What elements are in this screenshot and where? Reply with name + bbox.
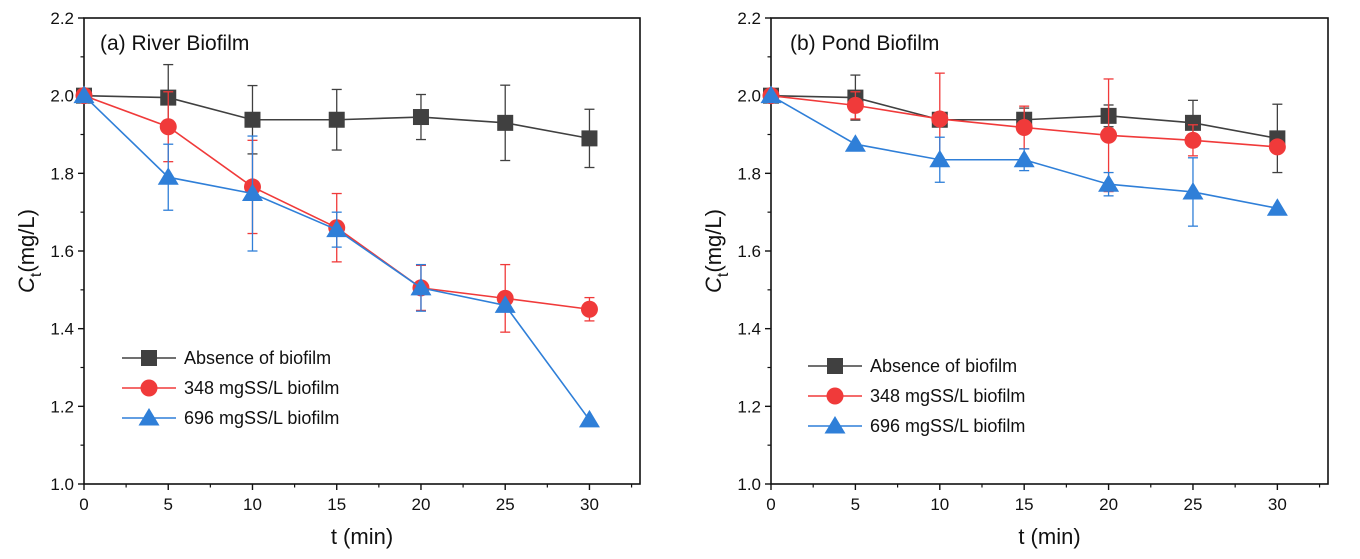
x-tick-label: 0 (766, 495, 775, 514)
data-point (1182, 181, 1204, 200)
data-point (760, 85, 782, 104)
data-point (580, 300, 598, 318)
panel-title: (a) River Biofilm (100, 32, 249, 55)
data-point (1015, 119, 1033, 137)
y-tick-label: 1.6 (737, 242, 761, 261)
data-point (157, 167, 179, 185)
legend-label: 348 mgSS/L biofilm (870, 386, 1025, 406)
data-point (1098, 174, 1120, 192)
x-tick-label: 15 (1015, 495, 1034, 514)
data-point (1184, 131, 1202, 149)
data-point (1268, 138, 1286, 156)
x-tick-label: 30 (1268, 495, 1287, 514)
legend-label: Absence of biofilm (184, 348, 331, 368)
y-tick-label: 1.4 (737, 320, 761, 339)
x-tick-label: 20 (412, 495, 431, 514)
y-axis-label-subscript: t (715, 272, 732, 277)
series-triangle (73, 85, 600, 428)
y-tick-label: 1.0 (50, 475, 74, 494)
data-point (497, 114, 514, 131)
y-axis-label-unit: (mg/L) (14, 209, 39, 273)
legend-marker (826, 387, 844, 405)
legend-label: 348 mgSS/L biofilm (184, 378, 339, 398)
data-point (581, 130, 598, 147)
y-axis-label-unit: (mg/L) (701, 209, 726, 273)
legend-marker (138, 408, 160, 426)
y-tick-label: 1.6 (50, 242, 74, 261)
series-circle (762, 72, 1286, 193)
plot-frame (770, 17, 1329, 485)
data-point (1100, 126, 1118, 144)
data-point (410, 277, 432, 296)
data-point (494, 295, 516, 313)
y-tick-label: 1.0 (737, 475, 761, 494)
data-point (1013, 149, 1035, 168)
chart-panel-b: 0 5 10 15 20 25 30 1.0 1.2 1.4 1.6 1.8 2.0 2.2 t (min)… (701, 9, 1329, 549)
y-tick-label: 1.8 (737, 164, 761, 183)
data-point (844, 134, 866, 152)
y-tick-label: 2.0 (737, 87, 761, 106)
y-tick-label: 1.2 (737, 397, 761, 416)
y-tick-label: 1.4 (50, 320, 74, 339)
data-point (159, 118, 177, 136)
y-axis-label-symbol: C (701, 277, 726, 293)
x-tick-label: 10 (243, 495, 262, 514)
x-tick-label: 25 (496, 495, 515, 514)
legend-marker (140, 379, 158, 397)
legend-label: 696 mgSS/L biofilm (184, 408, 339, 428)
x-axis-label: t (min) (1018, 524, 1080, 549)
legend-label: 696 mgSS/L biofilm (870, 416, 1025, 436)
data-point (1266, 198, 1288, 216)
x-axis-label: t (min) (331, 524, 393, 549)
legend-marker (824, 416, 846, 434)
data-point (328, 111, 345, 128)
x-tick-label: 5 (851, 495, 860, 514)
data-point (929, 149, 951, 168)
x-tick-label: 30 (580, 495, 599, 514)
x-tick-label: 10 (930, 495, 949, 514)
y-tick-label: 2.2 (50, 9, 74, 28)
data-point (931, 110, 949, 128)
legend-marker (827, 358, 843, 374)
y-axis-label: Ct(mg/L) (701, 209, 732, 293)
x-tick-label: 5 (164, 495, 173, 514)
data-point (846, 96, 864, 114)
data-point (73, 85, 95, 104)
y-axis-label: Ct(mg/L) (14, 209, 45, 293)
data-point (1184, 114, 1201, 131)
legend-label: Absence of biofilm (870, 356, 1017, 376)
data-point (578, 409, 600, 428)
x-tick-label: 15 (327, 495, 346, 514)
data-point (412, 109, 429, 126)
chart-panel-a: 0 5 10 15 20 25 30 1.0 1.2 1.4 1.6 1.8 2.0 2.2 t (min)… (14, 9, 641, 549)
x-tick-label: 25 (1184, 495, 1203, 514)
y-tick-label: 1.8 (50, 164, 74, 183)
series-triangle (760, 85, 1288, 227)
x-tick-label: 20 (1099, 495, 1118, 514)
data-point (326, 219, 348, 238)
y-axis-label-subscript: t (28, 272, 45, 277)
y-tick-label: 2.0 (50, 87, 74, 106)
y-axis-label-symbol: C (14, 277, 39, 293)
data-point (241, 183, 263, 202)
legend-marker (141, 350, 157, 366)
series-square (76, 63, 598, 169)
panel-title: (b) Pond Biofilm (790, 32, 939, 55)
plot-frame (83, 17, 641, 485)
x-tick-label: 0 (79, 495, 88, 514)
data-point (244, 111, 261, 128)
y-tick-label: 2.2 (737, 9, 761, 28)
y-tick-label: 1.2 (50, 397, 74, 416)
